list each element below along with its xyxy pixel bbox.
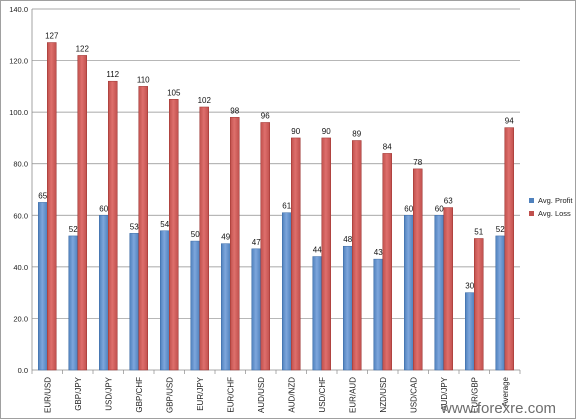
profit-data-label: 52: [69, 225, 78, 234]
loss-data-label: 110: [137, 75, 150, 84]
legend-label-profit: Avg. Profit: [538, 196, 573, 205]
legend: Avg. Profit Avg. Loss: [529, 196, 573, 218]
loss-bar: [77, 55, 87, 371]
loss-bar: [199, 106, 209, 371]
profit-bar: [68, 235, 78, 371]
loss-bar: [108, 80, 118, 371]
profit-bar: [495, 235, 505, 371]
loss-bar: [443, 207, 453, 371]
y-tick-label: 20.0: [13, 314, 28, 323]
loss-data-label: 105: [167, 88, 181, 97]
y-tick-label: 40.0: [13, 263, 28, 272]
loss-data-label: 89: [352, 130, 361, 139]
x-tick-label: EUR/AUD: [348, 377, 357, 413]
loss-bar: [413, 168, 423, 371]
legend-swatch-profit: [529, 198, 534, 203]
loss-bar: [504, 127, 514, 371]
profit-data-label: 52: [496, 225, 505, 234]
loss-data-label: 84: [383, 142, 392, 151]
watermark: www.forexre.com: [440, 400, 556, 417]
profit-data-label: 48: [343, 235, 352, 244]
x-tick-label: EUR/GBP: [470, 377, 479, 413]
y-tick-label: 100.0: [9, 108, 28, 117]
profit-data-label: 30: [465, 282, 474, 291]
x-tick-label: GBP/JPY: [74, 376, 83, 410]
x-tick-label: GBP/CHF: [135, 377, 144, 413]
y-tick-label: 140.0: [9, 5, 28, 14]
x-tick-label: GBP/USD: [165, 377, 174, 413]
loss-bar: [47, 42, 57, 371]
loss-bar: [138, 86, 148, 371]
loss-data-label: 90: [291, 127, 300, 136]
profit-data-label: 60: [99, 204, 108, 213]
bars: [38, 42, 514, 371]
loss-data-label: 90: [322, 127, 331, 136]
x-tick-label: AUD/NZD: [287, 377, 296, 413]
loss-data-label: 78: [413, 158, 422, 167]
loss-bar: [321, 137, 331, 371]
profit-bar: [221, 243, 231, 371]
loss-bar: [382, 153, 392, 371]
x-tick-label: EUR/CHF: [226, 377, 235, 413]
x-tick-label: USD/CHF: [318, 377, 327, 413]
profit-bar: [160, 230, 170, 371]
profit-data-label: 60: [404, 204, 413, 213]
x-tick-label: EUR/USD: [43, 377, 52, 413]
loss-data-label: 127: [45, 32, 59, 41]
profit-data-label: 61: [282, 202, 291, 211]
y-tick-label: 0.0: [18, 366, 28, 375]
profit-bar: [129, 233, 139, 371]
profit-data-label: 43: [374, 248, 383, 257]
profit-bar: [251, 248, 261, 371]
x-tick-label: Average: [501, 376, 510, 406]
profit-data-label: 44: [313, 246, 322, 255]
loss-bar: [291, 137, 301, 371]
profit-bar: [99, 215, 109, 371]
profit-data-label: 65: [38, 191, 47, 200]
profit-bar: [38, 202, 48, 371]
profit-data-label: 50: [191, 230, 200, 239]
loss-data-label: 94: [505, 117, 514, 126]
profit-bar: [373, 258, 383, 371]
profit-data-label: 47: [252, 238, 261, 247]
x-tick-label: EUR/JPY: [196, 376, 205, 410]
x-tick-label: NZD/USD: [379, 377, 388, 413]
x-tick-label: USD/CAD: [409, 377, 418, 413]
loss-data-label: 112: [106, 70, 119, 79]
loss-data-label: 63: [444, 197, 453, 206]
profit-bar: [343, 245, 353, 371]
labels: 0.0 20.0 40.0 60.0 80.0 100.0 120.0 140.0 65 127 E…: [9, 5, 514, 413]
profit-data-label: 54: [160, 220, 169, 229]
profit-data-label: 60: [435, 204, 444, 213]
profit-bar: [190, 240, 200, 371]
loss-data-label: 122: [76, 44, 90, 53]
y-tick-label: 60.0: [13, 211, 28, 220]
loss-data-label: 98: [230, 106, 239, 115]
legend-swatch-loss: [529, 211, 534, 216]
y-tick-label: 80.0: [13, 160, 28, 169]
x-tick-label: AUD/USD: [257, 377, 266, 413]
y-tick-label: 120.0: [9, 57, 28, 66]
x-tick-label: AUD/JPY: [440, 376, 449, 410]
loss-data-label: 51: [474, 227, 483, 236]
profit-bar: [434, 215, 444, 371]
profit-data-label: 49: [221, 233, 230, 242]
loss-bar: [474, 238, 484, 371]
profit-bar: [282, 212, 292, 371]
loss-data-label: 96: [261, 111, 270, 120]
loss-bar: [230, 117, 240, 371]
profit-data-label: 53: [130, 222, 139, 231]
profit-bar: [465, 292, 475, 371]
loss-bar: [260, 122, 270, 371]
profit-bar: [312, 256, 322, 371]
x-tick-label: USD/JPY: [104, 376, 113, 410]
legend-label-loss: Avg. Loss: [538, 209, 571, 218]
loss-bar: [352, 140, 362, 371]
profit-bar: [404, 215, 414, 371]
loss-data-label: 102: [198, 96, 212, 105]
loss-bar: [169, 99, 179, 371]
